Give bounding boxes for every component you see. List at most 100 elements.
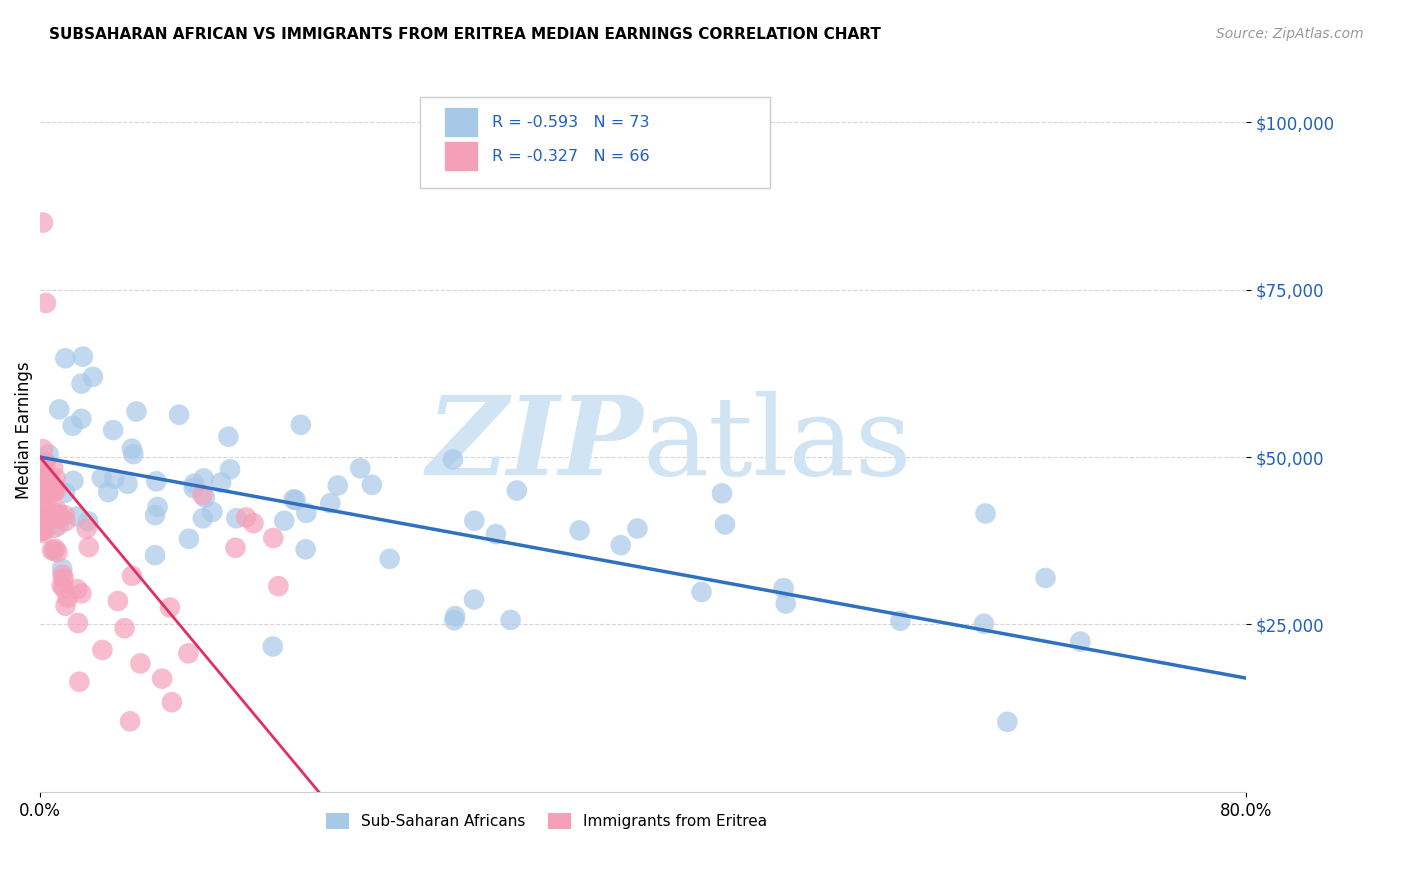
Point xyxy=(35,487,58,501)
Point xyxy=(90,471,112,485)
Point xyxy=(995,714,1018,729)
Point xyxy=(378,551,401,566)
Point xyxy=(193,471,215,485)
Point xyxy=(32,523,55,537)
Point xyxy=(42,481,65,495)
Point xyxy=(284,493,307,508)
Point xyxy=(122,447,145,461)
Point xyxy=(46,545,69,559)
Point xyxy=(76,522,98,536)
Point xyxy=(91,643,114,657)
Point xyxy=(44,541,66,556)
Point xyxy=(146,500,169,514)
Point xyxy=(219,462,242,476)
Y-axis label: Median Earnings: Median Earnings xyxy=(15,361,32,499)
Point xyxy=(167,408,190,422)
Point xyxy=(121,569,143,583)
Point xyxy=(217,430,239,444)
Point xyxy=(31,473,53,487)
Point xyxy=(360,478,382,492)
Point xyxy=(772,581,794,595)
Point xyxy=(150,672,173,686)
Text: atlas: atlas xyxy=(643,392,912,499)
Point xyxy=(32,466,55,480)
Point xyxy=(191,511,214,525)
Point xyxy=(35,296,58,310)
Point xyxy=(201,505,224,519)
Point xyxy=(506,483,529,498)
Point xyxy=(714,517,737,532)
Point xyxy=(121,442,143,456)
Point xyxy=(775,597,797,611)
Point xyxy=(72,350,94,364)
Point xyxy=(177,532,200,546)
Point xyxy=(326,478,349,492)
Point xyxy=(45,506,67,520)
Point xyxy=(485,527,508,541)
Point xyxy=(32,216,55,230)
Point xyxy=(42,482,65,496)
Point xyxy=(31,474,53,488)
Point xyxy=(44,521,66,535)
Point xyxy=(35,455,58,469)
Point xyxy=(44,511,66,525)
Text: Source: ZipAtlas.com: Source: ZipAtlas.com xyxy=(1216,27,1364,41)
Text: SUBSAHARAN AFRICAN VS IMMIGRANTS FROM ERITREA MEDIAN EARNINGS CORRELATION CHART: SUBSAHARAN AFRICAN VS IMMIGRANTS FROM ER… xyxy=(49,27,882,42)
Point xyxy=(51,562,73,576)
Point xyxy=(53,485,76,500)
Point xyxy=(145,475,167,489)
Point xyxy=(35,509,58,524)
Point xyxy=(31,457,53,471)
Point xyxy=(183,481,205,495)
Point xyxy=(41,543,63,558)
Point xyxy=(194,491,217,505)
Point xyxy=(283,492,305,507)
Text: ZIP: ZIP xyxy=(426,391,643,499)
Point xyxy=(48,518,70,533)
FancyBboxPatch shape xyxy=(420,97,769,188)
Point xyxy=(52,581,75,595)
Point xyxy=(62,474,84,488)
Point xyxy=(319,496,342,510)
Point xyxy=(62,418,84,433)
FancyBboxPatch shape xyxy=(444,107,478,137)
Point xyxy=(177,646,200,660)
Point xyxy=(70,586,93,600)
Point xyxy=(97,485,120,500)
Point xyxy=(48,402,70,417)
Point xyxy=(66,582,89,597)
Point xyxy=(38,447,60,461)
Point xyxy=(38,474,60,488)
Point xyxy=(499,613,522,627)
Point xyxy=(31,479,53,493)
Point xyxy=(67,674,90,689)
Point xyxy=(463,592,485,607)
Point xyxy=(160,695,183,709)
Point xyxy=(626,522,648,536)
Point xyxy=(32,515,55,529)
Point xyxy=(55,514,77,528)
Point xyxy=(209,475,232,490)
Point xyxy=(349,461,371,475)
Point xyxy=(262,640,284,654)
Point xyxy=(45,484,67,499)
FancyBboxPatch shape xyxy=(444,141,478,171)
Point xyxy=(31,481,53,495)
Point xyxy=(143,508,166,523)
Point xyxy=(974,507,997,521)
Point xyxy=(31,489,53,503)
Point xyxy=(191,488,214,502)
Point xyxy=(48,508,70,522)
Point xyxy=(35,493,58,508)
Point xyxy=(32,497,55,511)
Point xyxy=(294,542,316,557)
Point xyxy=(290,417,312,432)
Point xyxy=(103,472,125,486)
Point xyxy=(53,508,76,523)
Point xyxy=(262,531,284,545)
Point xyxy=(38,483,60,498)
Point xyxy=(42,484,65,499)
Point xyxy=(34,509,56,524)
Point xyxy=(889,614,911,628)
Point xyxy=(51,578,73,592)
